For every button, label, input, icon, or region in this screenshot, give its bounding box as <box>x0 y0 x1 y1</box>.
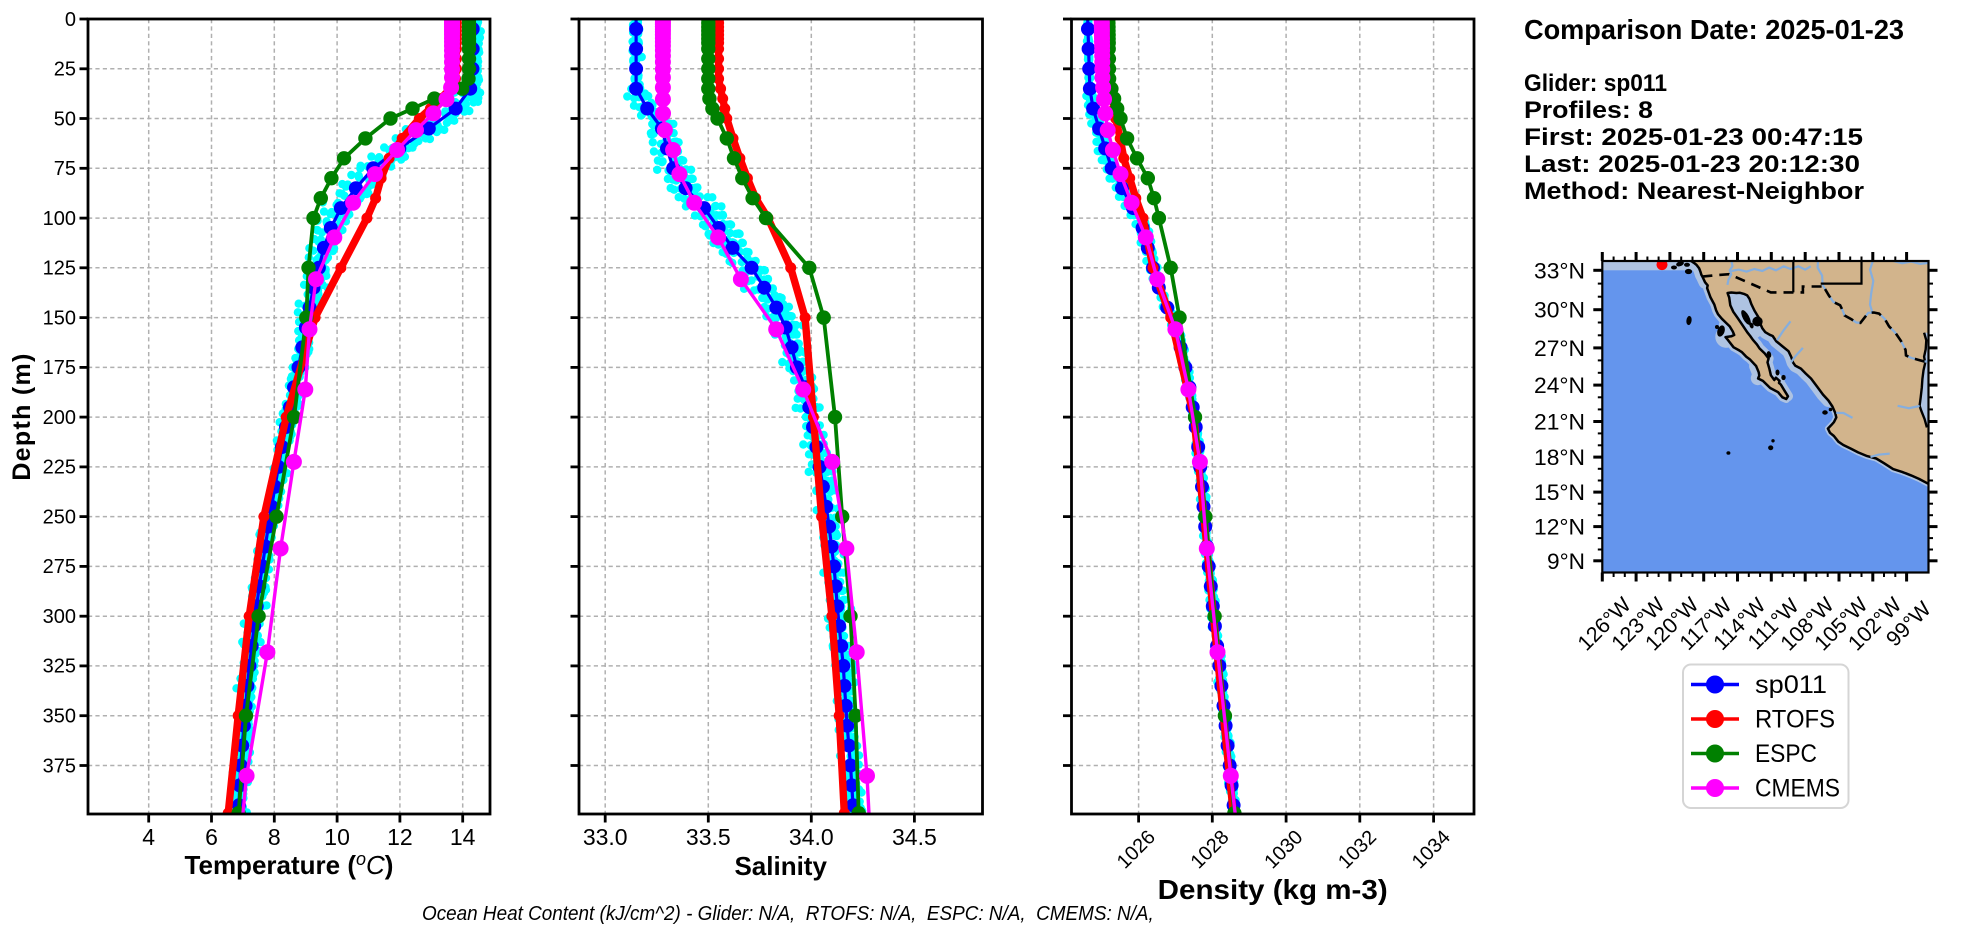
svg-text:Salinity: Salinity <box>734 851 827 881</box>
svg-text:200: 200 <box>43 407 76 429</box>
svg-text:12°N: 12°N <box>1534 515 1585 540</box>
svg-text:0: 0 <box>65 9 76 31</box>
svg-text:First: 2025-01-23 00:47:15: First: 2025-01-23 00:47:15 <box>1524 124 1863 151</box>
svg-text:8: 8 <box>268 824 281 850</box>
svg-text:4: 4 <box>142 824 155 850</box>
svg-text:33°N: 33°N <box>1534 258 1585 283</box>
svg-text:Last: 2025-01-23 20:12:30: Last: 2025-01-23 20:12:30 <box>1524 151 1860 178</box>
svg-text:ESPC: ESPC <box>1755 740 1817 768</box>
svg-text:24°N: 24°N <box>1534 373 1585 398</box>
svg-text:100: 100 <box>43 208 76 230</box>
svg-text:50: 50 <box>54 108 76 130</box>
svg-text:275: 275 <box>43 556 76 578</box>
svg-text:150: 150 <box>43 307 76 329</box>
svg-text:350: 350 <box>43 706 76 728</box>
svg-text:34.5: 34.5 <box>892 824 937 850</box>
svg-text:Comparison Date: 2025-01-23: Comparison Date: 2025-01-23 <box>1524 14 1904 45</box>
svg-text:33.5: 33.5 <box>686 824 731 850</box>
svg-text:175: 175 <box>43 357 76 379</box>
svg-text:Ocean Heat Content (kJ/cm^2) -: Ocean Heat Content (kJ/cm^2) - Glider: N… <box>422 902 1159 925</box>
svg-text:Density (kg m-3): Density (kg m-3) <box>1158 874 1388 905</box>
svg-text:10: 10 <box>324 824 350 850</box>
svg-text:15°N: 15°N <box>1534 480 1585 505</box>
svg-text:225: 225 <box>43 457 76 479</box>
svg-text:250: 250 <box>43 506 76 528</box>
svg-text:34.0: 34.0 <box>789 824 834 850</box>
svg-text:Depth (m): Depth (m) <box>8 352 36 480</box>
svg-text:33.0: 33.0 <box>583 824 628 850</box>
svg-text:18°N: 18°N <box>1534 445 1585 470</box>
svg-text:25: 25 <box>54 59 76 81</box>
svg-text:sp011: sp011 <box>1755 671 1827 699</box>
svg-text:Glider: sp011: Glider: sp011 <box>1524 70 1667 97</box>
svg-text:12: 12 <box>387 824 413 850</box>
svg-text:125: 125 <box>43 258 76 280</box>
svg-text:Method: Nearest-Neighbor: Method: Nearest-Neighbor <box>1524 178 1864 205</box>
svg-text:14: 14 <box>450 824 476 850</box>
svg-text:325: 325 <box>43 656 76 678</box>
svg-text:21°N: 21°N <box>1534 410 1585 435</box>
svg-text:Profiles: 8: Profiles: 8 <box>1524 97 1653 124</box>
svg-text:375: 375 <box>43 755 76 777</box>
svg-text:300: 300 <box>43 606 76 628</box>
svg-text:RTOFS: RTOFS <box>1755 706 1835 734</box>
svg-text:6: 6 <box>205 824 218 850</box>
svg-text:27°N: 27°N <box>1534 336 1585 361</box>
svg-text:30°N: 30°N <box>1534 298 1585 323</box>
svg-text:CMEMS: CMEMS <box>1755 775 1840 803</box>
svg-text:9°N: 9°N <box>1547 549 1585 574</box>
svg-text:75: 75 <box>54 158 76 180</box>
